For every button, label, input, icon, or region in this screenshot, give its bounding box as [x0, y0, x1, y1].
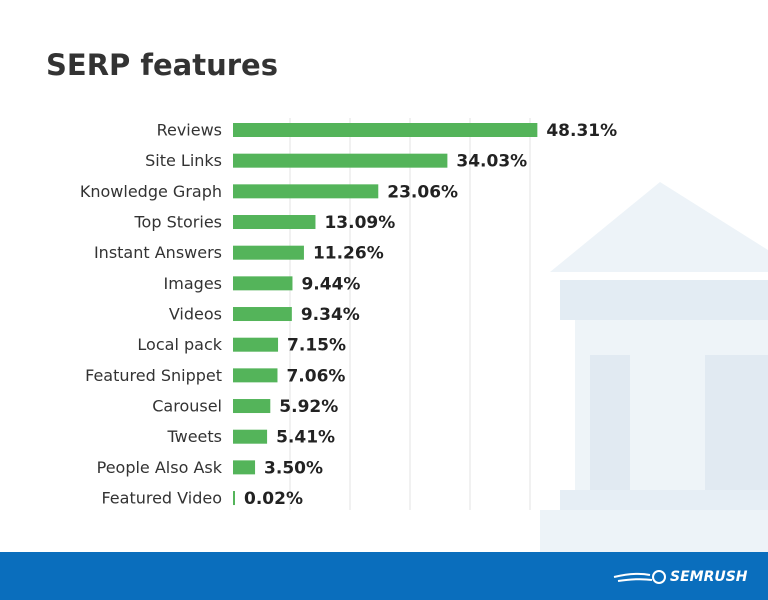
category-label: Images [164, 274, 222, 293]
bar [233, 153, 448, 168]
value-label: 9.44% [301, 274, 360, 294]
value-label: 48.31% [546, 121, 617, 141]
bar [233, 399, 271, 414]
value-label: 7.15% [287, 336, 346, 356]
bar [233, 491, 235, 506]
bar [233, 460, 256, 475]
bar [233, 429, 268, 444]
category-label: Instant Answers [94, 243, 222, 262]
bar [233, 184, 379, 199]
category-label: Top Stories [133, 213, 222, 232]
category-label: Featured Snippet [85, 366, 222, 385]
footer-band [0, 552, 768, 600]
bar [233, 307, 292, 322]
category-label: Reviews [157, 121, 222, 140]
category-label: Local pack [137, 335, 222, 354]
value-label: 9.34% [301, 305, 360, 325]
value-label: 11.26% [313, 244, 384, 264]
grid [289, 118, 531, 510]
category-label: Tweets [166, 427, 222, 446]
bar [233, 245, 304, 260]
value-label: 13.09% [324, 213, 395, 233]
brand-logo: SEMRUSH [670, 569, 748, 585]
bar [233, 123, 538, 137]
value-label: 5.41% [276, 428, 335, 448]
value-label: 7.06% [286, 366, 345, 386]
category-label: People Also Ask [97, 458, 223, 477]
category-label: Site Links [145, 151, 222, 170]
bar [233, 276, 293, 291]
category-label: Knowledge Graph [80, 182, 222, 201]
category-label: Featured Video [101, 489, 222, 508]
building-illustration [540, 182, 768, 552]
value-label: 3.50% [264, 458, 323, 478]
chart-title: SERP features [46, 48, 278, 82]
category-label: Videos [169, 305, 222, 324]
bar [233, 215, 316, 230]
value-label: 0.02% [244, 489, 303, 509]
value-label: 34.03% [456, 152, 527, 172]
bar [233, 337, 279, 352]
value-label: 23.06% [387, 182, 458, 202]
category-label: Carousel [152, 397, 222, 416]
logo-icon [613, 570, 666, 584]
value-label: 5.92% [279, 397, 338, 417]
bar [233, 368, 278, 383]
